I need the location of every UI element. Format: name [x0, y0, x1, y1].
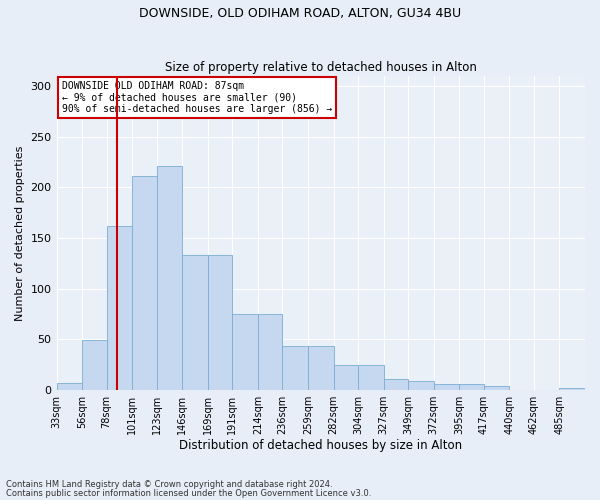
Bar — [132, 176, 157, 390]
Bar — [82, 340, 107, 390]
Bar — [408, 380, 434, 390]
Bar — [182, 255, 208, 390]
Bar — [157, 166, 182, 390]
X-axis label: Distribution of detached houses by size in Alton: Distribution of detached houses by size … — [179, 440, 463, 452]
Bar — [334, 366, 358, 390]
Bar — [383, 378, 408, 390]
Bar — [56, 382, 82, 390]
Bar — [258, 314, 283, 390]
Bar — [358, 366, 383, 390]
Bar — [283, 346, 308, 390]
Bar — [308, 346, 334, 390]
Title: Size of property relative to detached houses in Alton: Size of property relative to detached ho… — [165, 60, 477, 74]
Bar — [107, 226, 132, 390]
Bar — [232, 314, 258, 390]
Bar — [459, 384, 484, 390]
Text: DOWNSIDE OLD ODIHAM ROAD: 87sqm
← 9% of detached houses are smaller (90)
90% of : DOWNSIDE OLD ODIHAM ROAD: 87sqm ← 9% of … — [62, 81, 332, 114]
Bar — [559, 388, 585, 390]
Bar — [484, 386, 509, 390]
Text: Contains public sector information licensed under the Open Government Licence v3: Contains public sector information licen… — [6, 489, 371, 498]
Y-axis label: Number of detached properties: Number of detached properties — [15, 145, 25, 320]
Bar — [208, 255, 232, 390]
Text: Contains HM Land Registry data © Crown copyright and database right 2024.: Contains HM Land Registry data © Crown c… — [6, 480, 332, 489]
Bar — [434, 384, 459, 390]
Text: DOWNSIDE, OLD ODIHAM ROAD, ALTON, GU34 4BU: DOWNSIDE, OLD ODIHAM ROAD, ALTON, GU34 4… — [139, 8, 461, 20]
